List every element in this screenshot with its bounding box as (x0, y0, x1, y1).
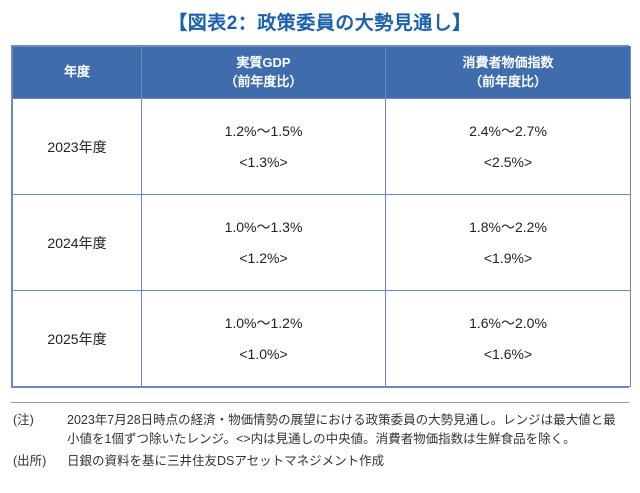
note-label: (注) (13, 413, 34, 427)
column-header-cpi: 消費者物価指数 （前年度比） (385, 46, 631, 99)
gdp-median: <1.2%> (239, 249, 288, 266)
cpi-cell: 1.8%～2.2% <1.9%> (385, 194, 631, 291)
column-header-gdp-line1: 実質GDP (236, 54, 291, 70)
source-row: (出所) 日銀の資料を基に三井住友DSアセットマネジメント作成 (13, 452, 627, 471)
year-cell: 2024年度 (12, 194, 142, 291)
year-cell: 2025年度 (12, 290, 142, 387)
column-header-gdp-line2: （前年度比） (224, 73, 303, 89)
source-text: 日銀の資料を基に三井住友DSアセットマネジメント作成 (67, 453, 385, 468)
cpi-cell: 2.4%～2.7% <2.5%> (385, 98, 631, 195)
table-row-2023: 2023年度 1.2%～1.5% <1.3%> 2.4%～2.7% <2.5%> (12, 98, 631, 195)
column-header-cpi-line2: （前年度比） (468, 73, 547, 89)
column-header-year-label: 年度 (63, 64, 90, 80)
gdp-cell: 1.0%～1.2% <1.0%> (141, 290, 386, 387)
gdp-range: 1.0%～1.2% (224, 315, 303, 332)
table-row-2025: 2025年度 1.0%～1.2% <1.0%> 1.6%～2.0% <1.6%> (12, 290, 631, 387)
table-body: 2023年度 1.2%～1.5% <1.3%> 2.4%～2.7% <2.5%>… (12, 98, 631, 387)
note-text: 2023年7月28日時点の経済・物価情勢の展望における政策委員の大勢見通し。レン… (67, 413, 616, 447)
year-cell: 2023年度 (12, 98, 142, 195)
table-row-2024: 2024年度 1.0%～1.3% <1.2%> 1.8%～2.2% <1.9%> (12, 194, 631, 291)
figure-page: 【図表2：政策委員の大勢見通し】 年度 実質GDP （前年度比） 消費者物価指数 (11, 13, 631, 471)
column-header-year: 年度 (12, 46, 142, 99)
table-header: 年度 実質GDP （前年度比） 消費者物価指数 （前年度比） (12, 46, 631, 99)
gdp-median: <1.3%> (239, 153, 288, 170)
cpi-median: <1.9%> (483, 249, 533, 266)
cpi-range: 1.8%～2.2% (469, 219, 547, 236)
cpi-median: <2.5%> (483, 153, 533, 170)
source-label: (出所) (13, 453, 47, 468)
gdp-range: 1.2%～1.5% (224, 123, 303, 140)
footnotes: (注) 2023年7月28日時点の経済・物価情勢の展望における政策委員の大勢見通… (11, 402, 629, 471)
gdp-cell: 1.0%～1.3% <1.2%> (141, 194, 386, 291)
column-header-gdp: 実質GDP （前年度比） (141, 46, 386, 99)
cpi-cell: 1.6%～2.0% <1.6%> (385, 290, 631, 387)
figure-title: 【図表2：政策委員の大勢見通し】 (168, 13, 472, 34)
gdp-median: <1.0%> (239, 345, 288, 362)
column-header-cpi-line1: 消費者物価指数 (462, 54, 554, 70)
note-row: (注) 2023年7月28日時点の経済・物価情勢の展望における政策委員の大勢見通… (13, 411, 627, 450)
cpi-range: 2.4%～2.7% (469, 123, 547, 140)
cpi-range: 1.6%～2.0% (469, 315, 547, 332)
header-row: 年度 実質GDP （前年度比） 消費者物価指数 （前年度比） (12, 46, 631, 99)
gdp-range: 1.0%～1.3% (224, 219, 303, 236)
gdp-cell: 1.2%～1.5% <1.3%> (141, 98, 386, 195)
forecast-table-wrapper: 年度 実質GDP （前年度比） 消費者物価指数 （前年度比） 2023年度 (11, 45, 631, 388)
cpi-median: <1.6%> (483, 345, 533, 362)
forecast-table: 年度 実質GDP （前年度比） 消費者物価指数 （前年度比） 2023年度 (12, 46, 631, 387)
